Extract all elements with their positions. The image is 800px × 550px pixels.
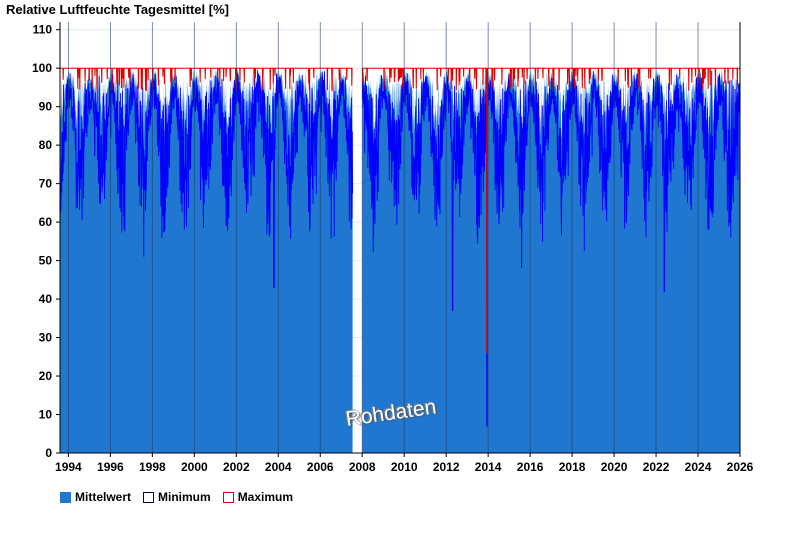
x-tick-label: 2006 — [307, 460, 334, 474]
legend-label-minimum: Minimum — [158, 490, 211, 504]
chart-area: 0 10 20 30 40 50 60 70 80 90 100 110 1994 1996 1998 200… — [32, 22, 754, 474]
y-tick-label: 40 — [39, 292, 53, 306]
series-maximum-line — [361, 67, 740, 354]
y-tick-label: 60 — [39, 215, 53, 229]
x-tick-label: 2012 — [433, 460, 460, 474]
legend: Mittelwert Minimum Maximum — [60, 490, 293, 504]
x-tick-label: 2020 — [601, 460, 628, 474]
x-tick-label: 1996 — [97, 460, 124, 474]
y-tick-label: 100 — [32, 61, 52, 75]
legend-item-mittelwert[interactable]: Mittelwert — [60, 490, 131, 504]
x-tick-label: 2016 — [517, 460, 544, 474]
series-minimum-line — [361, 70, 741, 427]
y-tick-label: 0 — [45, 446, 52, 460]
legend-label-maximum: Maximum — [237, 490, 294, 504]
x-tick-label: 2018 — [559, 460, 586, 474]
legend-swatch-mittelwert — [60, 491, 71, 503]
y-tick-label: 110 — [33, 23, 53, 37]
y-tick-label: 80 — [39, 138, 53, 152]
legend-swatch-maximum — [222, 491, 234, 503]
chart-title: Relative Luftfeuchte Tagesmittel [%] — [6, 2, 229, 17]
y-tick-label: 50 — [39, 254, 53, 268]
x-tick-label: 2014 — [475, 460, 502, 474]
series-maximum-line — [60, 67, 353, 92]
x-tick-label: 1998 — [139, 460, 166, 474]
legend-item-minimum[interactable]: Minimum — [143, 490, 211, 504]
x-tick-label: 2024 — [685, 460, 712, 474]
x-tick-label: 2000 — [181, 460, 208, 474]
y-tick-label: 30 — [39, 331, 53, 345]
legend-item-maximum[interactable]: Maximum — [222, 490, 294, 504]
x-tick-label: 2022 — [643, 460, 670, 474]
x-tick-label: 2010 — [391, 460, 418, 474]
legend-swatch-minimum — [143, 491, 155, 503]
y-tick-label: 10 — [39, 408, 53, 422]
series-minimum-line — [59, 69, 354, 288]
y-tick-label: 70 — [39, 177, 53, 191]
y-tick-label: 20 — [39, 369, 53, 383]
x-tick-label: 2008 — [349, 460, 376, 474]
y-tick-label: 90 — [39, 100, 53, 114]
series-mittelwert-area — [60, 68, 353, 454]
x-tick-label: 2002 — [223, 460, 250, 474]
x-tick-label: 1994 — [55, 460, 82, 474]
legend-label-mittelwert: Mittelwert — [75, 490, 132, 504]
x-tick-label: 2026 — [727, 460, 754, 474]
x-tick-label: 2004 — [265, 460, 292, 474]
